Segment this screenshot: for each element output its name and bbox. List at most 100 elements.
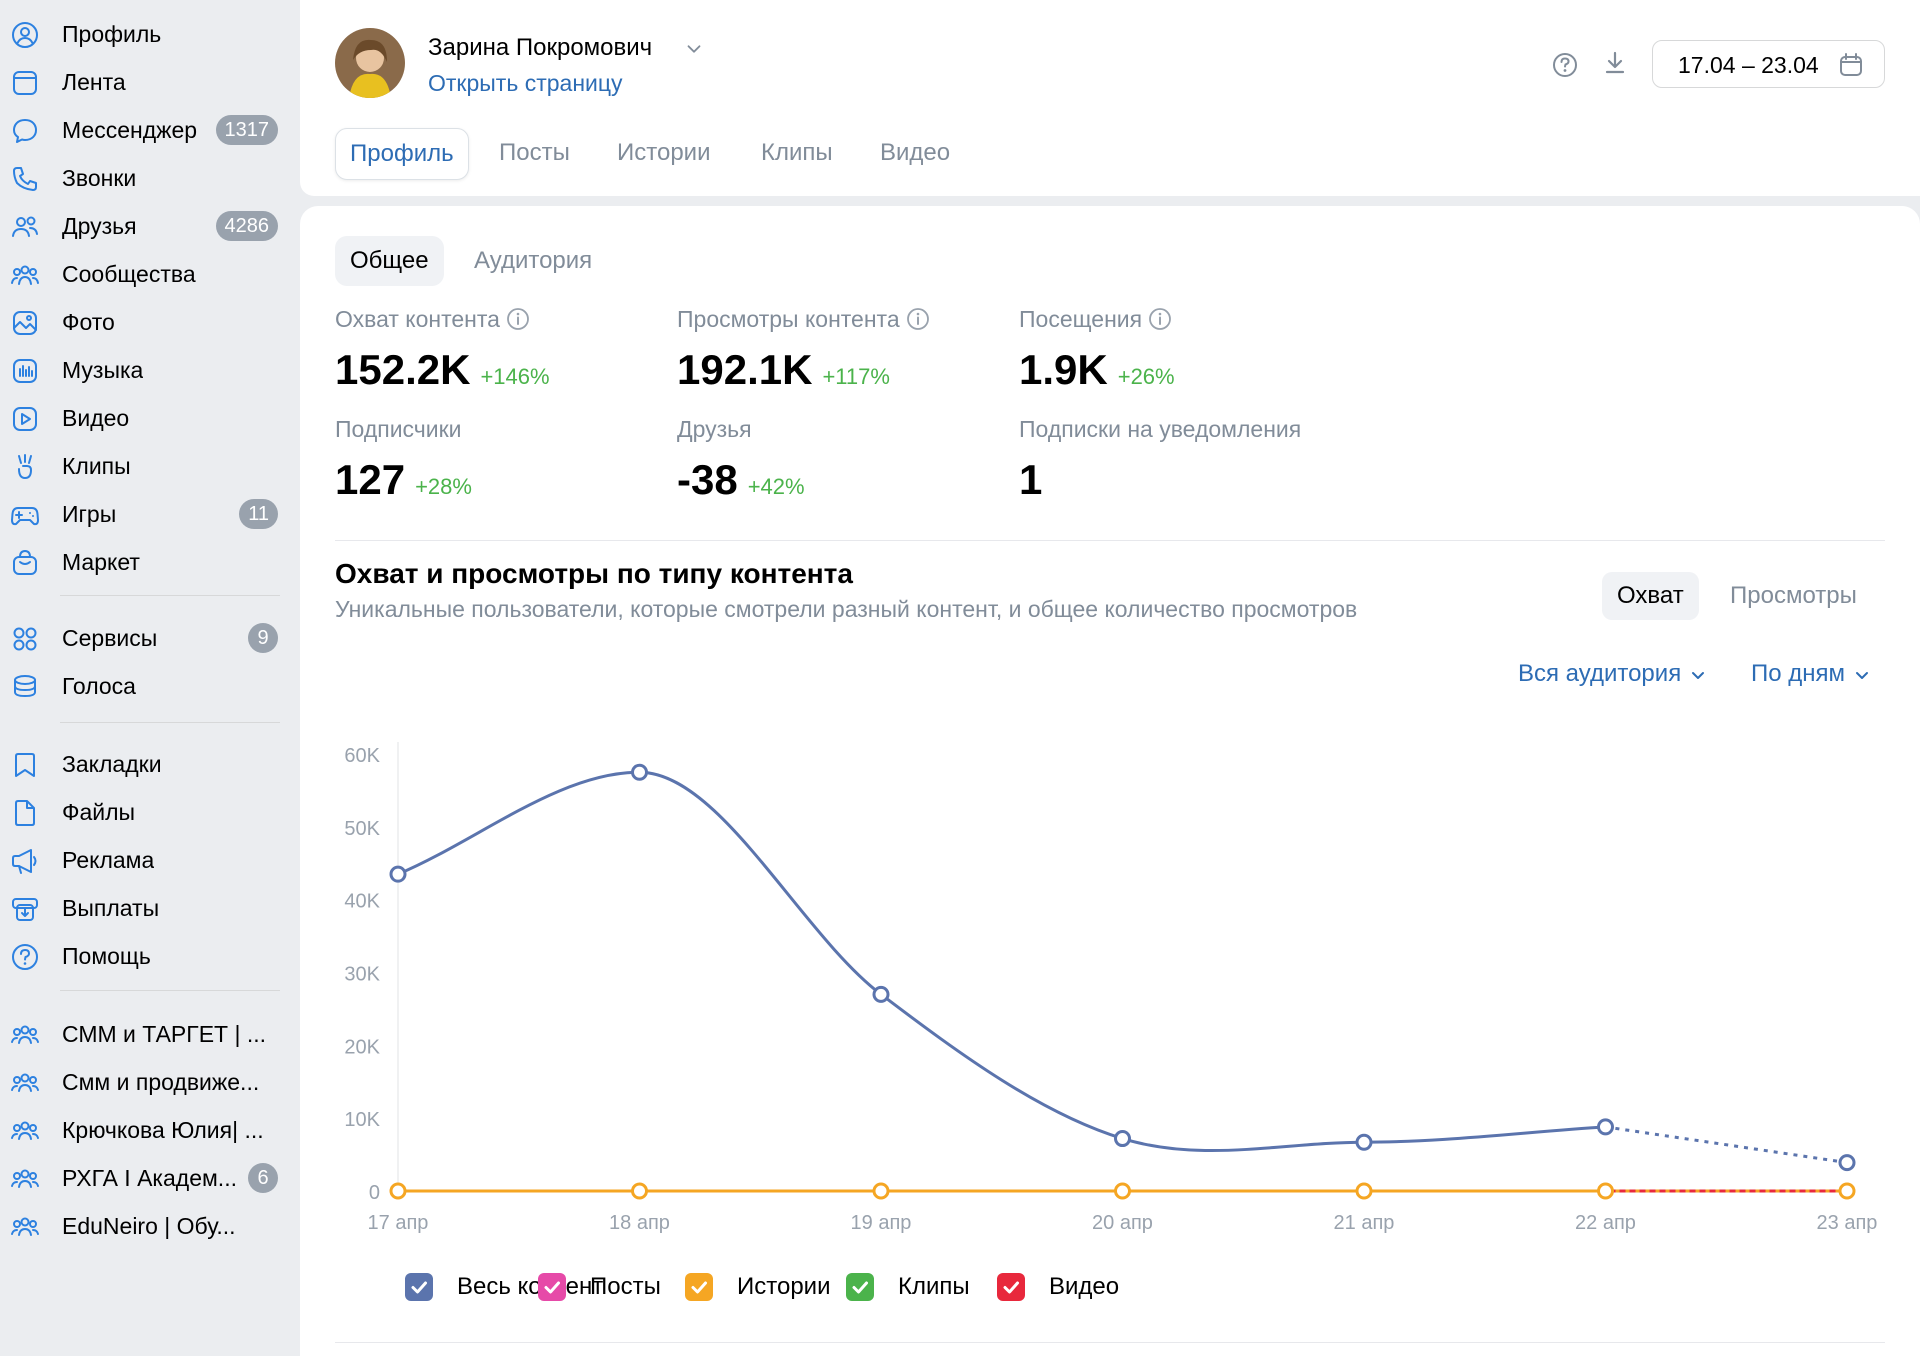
megaphone-icon (9, 845, 41, 877)
data-point (631, 763, 648, 781)
data-point (1355, 1182, 1373, 1200)
sidebar-divider (60, 595, 280, 596)
stat-value-views: 192.1K +117% (677, 346, 890, 394)
avatar[interactable] (335, 28, 405, 98)
music-icon (9, 355, 41, 387)
sidebar-item-фото[interactable]: Фото (0, 298, 300, 346)
period-dropdown[interactable]: По дням (1751, 660, 1871, 688)
sidebar-item-сервисы[interactable]: Сервисы 9 (0, 614, 300, 662)
friends-icon (9, 211, 41, 243)
sidebar-item-звонки[interactable]: Звонки (0, 154, 300, 202)
video-icon (9, 403, 41, 435)
sidebar-item-игры[interactable]: Игры 11 (0, 490, 300, 538)
sidebar-item-eduneiro-обу[interactable]: EduNeiro | Обу... (0, 1202, 300, 1250)
tab-clips[interactable]: Клипы (761, 139, 833, 166)
x-tick-label: 21 апр (1334, 1212, 1395, 1234)
sidebar-item-клипы[interactable]: Клипы (0, 442, 300, 490)
sidebar-item-label: РХГА I Академ... (62, 1164, 237, 1191)
photo-icon (9, 307, 41, 339)
data-point (1597, 1182, 1614, 1200)
stat-value-text: 1.9K (1019, 346, 1108, 393)
data-point (389, 865, 407, 883)
sidebar-item-крючкова-юлия[interactable]: Крючкова Юлия| ... (0, 1106, 300, 1154)
sidebar-item-смм-и-продвиже[interactable]: Смм и продвиже... (0, 1058, 300, 1106)
group-icon (9, 1211, 41, 1243)
tab-video[interactable]: Видео (880, 139, 951, 166)
toggle-reach[interactable]: Охват (1602, 572, 1699, 620)
subtab-general[interactable]: Общее (335, 236, 444, 286)
sidebar-item-маркет[interactable]: Маркет (0, 538, 300, 586)
audience-dropdown-label: Вся аудитория (1518, 660, 1682, 687)
sidebar-item-помощь[interactable]: Помощь (0, 932, 300, 980)
y-tick-label: 20K (344, 1036, 380, 1058)
group-icon (9, 1163, 41, 1195)
sidebar-item-закладки[interactable]: Закладки (0, 740, 300, 788)
coins-icon (9, 671, 41, 703)
group-icon (9, 1019, 41, 1051)
stat-value-text: 152.2K (335, 346, 471, 393)
stat-delta: +26% (1117, 364, 1175, 389)
counter-badge: 1317 (215, 115, 278, 145)
tab-stories[interactable]: Истории (617, 139, 711, 166)
sidebar-item-музыка[interactable]: Музыка (0, 346, 300, 394)
sidebar-item-друзья[interactable]: Друзья 4286 (0, 202, 300, 250)
data-point (389, 1182, 407, 1200)
calendar-icon (1840, 53, 1862, 76)
sidebar-item-label: Выплаты (62, 894, 160, 921)
date-range-picker[interactable]: 17.04 – 23.04 (1652, 40, 1885, 88)
subtab-audience[interactable]: Аудитория (474, 247, 593, 274)
help-circle-icon (9, 941, 41, 973)
chevron-down-icon[interactable] (683, 38, 705, 60)
stat-delta: +146% (480, 364, 550, 389)
sidebar: Профиль Лента Мессенджер 1317 Звонки Друзья 42… (0, 0, 300, 1356)
series-line (397, 770, 1606, 1153)
payouts-icon (9, 893, 41, 925)
open-page-link[interactable]: Открыть страницу (428, 70, 623, 96)
section-title: Охват и просмотры по типу контента (335, 558, 853, 589)
divider (335, 1342, 1885, 1343)
sidebar-item-label: Клипы (62, 452, 131, 479)
info-icon[interactable] (506, 307, 530, 331)
stat-label-text: Просмотры контента (677, 306, 900, 332)
download-icon[interactable] (1600, 48, 1630, 78)
sidebar-item-смм-и-таргет[interactable]: СММ и ТАРГЕТ | ... (0, 1010, 300, 1058)
stat-label-friends: Друзья (677, 416, 752, 442)
info-icon[interactable] (1148, 307, 1172, 331)
stat-delta: +42% (747, 474, 805, 499)
sidebar-item-label: Файлы (62, 798, 136, 825)
owner-name[interactable]: Зарина Покромович (428, 34, 653, 61)
audience-dropdown[interactable]: Вся аудитория (1518, 660, 1707, 688)
checkbox-checked-icon[interactable] (846, 1273, 874, 1301)
checkbox-checked-icon[interactable] (997, 1273, 1025, 1301)
y-tick-label: 30K (344, 964, 380, 986)
checkbox-checked-icon[interactable] (405, 1273, 433, 1301)
sidebar-item-выплаты[interactable]: Выплаты (0, 884, 300, 932)
sidebar-divider (60, 722, 280, 723)
stat-value-notifications: 1 (1019, 456, 1042, 504)
sidebar-item-рхга-i-академ[interactable]: РХГА I Академ... 6 (0, 1154, 300, 1202)
sidebar-item-мессенджер[interactable]: Мессенджер 1317 (0, 106, 300, 154)
sidebar-item-сообщества[interactable]: Сообщества (0, 250, 300, 298)
sidebar-item-реклама[interactable]: Реклама (0, 836, 300, 884)
x-tick-label: 19 апр (851, 1212, 912, 1234)
x-tick-label: 17 апр (368, 1212, 429, 1234)
sidebar-item-файлы[interactable]: Файлы (0, 788, 300, 836)
period-dropdown-label: По дням (1751, 660, 1846, 687)
toggle-views[interactable]: Просмотры (1730, 582, 1857, 609)
info-icon[interactable] (906, 307, 930, 331)
sidebar-item-label: Фото (62, 308, 115, 335)
sidebar-item-профиль[interactable]: Профиль (0, 10, 300, 58)
sidebar-item-лента[interactable]: Лента (0, 58, 300, 106)
sidebar-item-label: Закладки (62, 750, 162, 777)
sidebar-item-label: Друзья (62, 212, 137, 239)
help-icon[interactable] (1550, 50, 1580, 80)
tab-posts[interactable]: Посты (499, 139, 570, 166)
market-bag-icon (9, 547, 41, 579)
checkbox-checked-icon[interactable] (685, 1273, 713, 1301)
sidebar-item-видео[interactable]: Видео (0, 394, 300, 442)
sidebar-item-label: Реклама (62, 846, 155, 873)
sidebar-item-голоса[interactable]: Голоса (0, 662, 300, 710)
sidebar-item-label: Видео (62, 404, 130, 431)
tab-profile[interactable]: Профиль (335, 128, 469, 180)
checkbox-checked-icon[interactable] (538, 1273, 566, 1301)
